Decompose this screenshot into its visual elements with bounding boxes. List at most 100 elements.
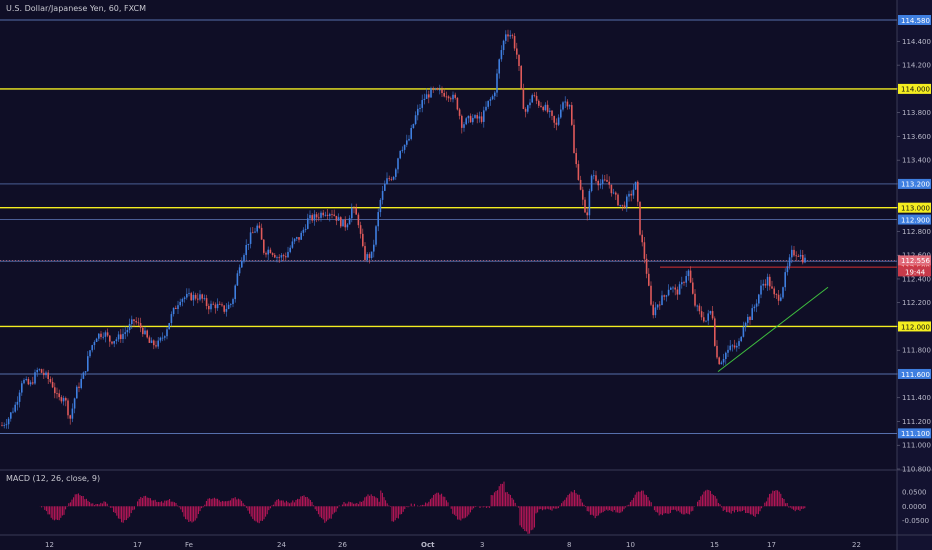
candle-body <box>634 181 637 190</box>
candle-body <box>322 212 324 216</box>
candle-body <box>744 322 747 327</box>
candle-body <box>478 116 481 119</box>
candle-body <box>157 340 159 347</box>
candle-body <box>76 386 78 399</box>
candle-body <box>271 253 274 255</box>
level-label-box <box>898 368 931 379</box>
candle-body <box>705 320 707 322</box>
candle-body <box>795 255 797 257</box>
candle-body <box>155 345 157 347</box>
candle-body <box>373 244 375 252</box>
candle-body <box>709 311 712 314</box>
y-tick-label: 113.400 <box>902 157 931 165</box>
candle-body <box>714 318 716 346</box>
candle-body <box>348 218 351 225</box>
candle-body <box>315 214 318 218</box>
candle-body <box>161 337 164 339</box>
x-tick-label: 17 <box>767 541 776 549</box>
candle-body <box>293 238 296 242</box>
candle-body <box>573 124 575 154</box>
x-tick-label: 12 <box>45 541 54 549</box>
candle-body <box>183 297 186 299</box>
candle-body <box>45 372 47 376</box>
candle-body <box>223 305 225 312</box>
macd-tick-label: 0.0000 <box>902 503 927 511</box>
y-tick-label: 112.400 <box>902 275 931 283</box>
candle-body <box>502 40 505 51</box>
candle-body <box>40 369 43 373</box>
candle-body <box>645 258 648 274</box>
candle-body <box>12 411 14 413</box>
countdown-label: 19:44 <box>905 268 926 276</box>
y-tick-label: 112.200 <box>902 299 931 307</box>
candle-body <box>725 352 727 359</box>
candle-body <box>797 256 800 257</box>
candle-body <box>71 408 74 419</box>
y-tick-label: 114.200 <box>902 62 931 70</box>
candle-body <box>458 109 461 116</box>
candle-body <box>428 94 430 98</box>
candle-body <box>148 337 151 343</box>
candle-body <box>377 212 379 227</box>
candle-body <box>718 357 720 365</box>
macd-title: MACD (12, 26, close, 9) <box>6 474 101 483</box>
candle-body <box>511 35 514 37</box>
candle-body <box>245 244 247 256</box>
candle-body <box>802 254 804 263</box>
candle-body <box>311 215 313 221</box>
candle-body <box>454 94 456 98</box>
candle-body <box>260 227 263 240</box>
candle-body <box>476 115 478 119</box>
candle-body <box>60 397 63 402</box>
candle-body <box>225 308 228 312</box>
candle-body <box>179 301 181 306</box>
candle-body <box>698 305 701 312</box>
candle-body <box>36 370 38 373</box>
candle-body <box>747 316 749 323</box>
candle-body <box>489 99 492 101</box>
candle-body <box>782 287 784 298</box>
candle-body <box>164 336 166 338</box>
candle-body <box>579 179 582 190</box>
candle-body <box>159 337 162 341</box>
candle-body <box>773 288 775 295</box>
candle-body <box>1 425 3 427</box>
candle-body <box>359 225 362 234</box>
macd-tick-label: 0.0500 <box>902 489 927 497</box>
candle-body <box>597 180 599 186</box>
candle-body <box>758 294 760 304</box>
candle-body <box>203 298 206 299</box>
level-label-box <box>898 15 931 25</box>
candle-body <box>247 243 250 245</box>
candle-body <box>804 257 806 263</box>
candle-body <box>172 307 175 315</box>
candle-body <box>590 175 593 191</box>
candle-body <box>62 398 65 402</box>
macd-tick-label: -0.0500 <box>902 517 929 525</box>
candle-body <box>278 257 280 259</box>
candle-body <box>452 94 454 100</box>
candle-body <box>775 294 778 296</box>
y-tick-label: 113.600 <box>902 133 931 141</box>
candle-body <box>287 251 289 258</box>
candle-body <box>188 293 190 294</box>
candle-body <box>760 285 762 295</box>
candle-body <box>542 106 544 111</box>
candle-body <box>608 181 610 185</box>
candle-body <box>166 329 168 337</box>
candle-body <box>419 107 421 109</box>
x-tick-label: 8 <box>567 541 571 549</box>
candle-body <box>234 285 236 300</box>
candle-body <box>498 59 500 74</box>
candle-body <box>263 239 265 253</box>
candle-body <box>441 89 443 93</box>
candle-body <box>265 252 267 255</box>
candle-body <box>740 336 742 342</box>
candle-body <box>51 381 54 388</box>
y-tick-label: 111.400 <box>902 394 931 402</box>
candle-body <box>177 305 179 309</box>
candle-body <box>722 358 725 363</box>
candle-body <box>480 116 483 122</box>
level-label: 114.580 <box>901 17 930 25</box>
